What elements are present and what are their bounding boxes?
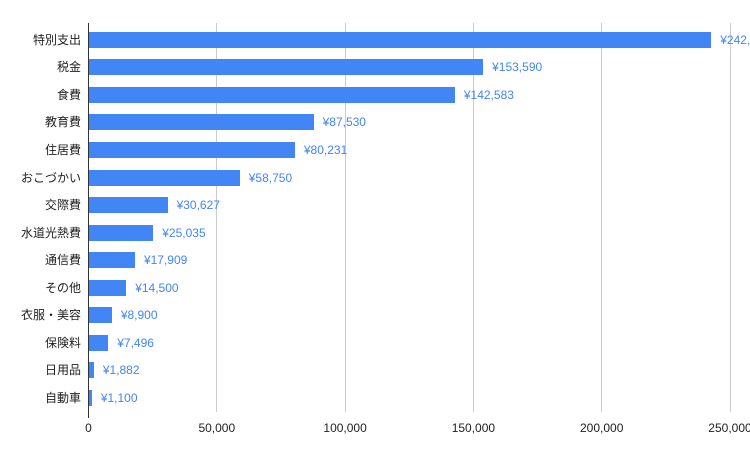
category-label: 住居費 bbox=[44, 142, 81, 157]
bar bbox=[89, 279, 127, 296]
bar-value-label: ¥142,583 bbox=[463, 87, 514, 102]
x-gridline bbox=[344, 23, 346, 412]
x-axis-tick-label: 200,000 bbox=[579, 421, 624, 435]
category-label: 特別支出 bbox=[32, 32, 81, 47]
x-axis-tick-label: 0 bbox=[85, 421, 92, 435]
bar bbox=[89, 114, 314, 131]
bar-value-label: ¥8,900 bbox=[120, 308, 158, 323]
x-axis-tick-label: 150,000 bbox=[451, 421, 496, 435]
bar-value-label: ¥14,500 bbox=[135, 280, 179, 295]
bar-value-label: ¥1,882 bbox=[102, 363, 140, 378]
x-axis-tick-label: 250,000 bbox=[708, 421, 750, 435]
bar-value-label: ¥30,627 bbox=[176, 198, 220, 213]
bar-value-label: ¥7,496 bbox=[117, 335, 154, 350]
x-gridline bbox=[216, 23, 218, 412]
bar bbox=[89, 86, 455, 103]
category-label: 教育費 bbox=[44, 115, 81, 130]
x-gridline bbox=[729, 23, 731, 412]
category-label: 衣服・美容 bbox=[20, 308, 81, 323]
bar bbox=[89, 59, 484, 76]
bar bbox=[89, 31, 712, 48]
bar-value-label: ¥242, bbox=[720, 32, 750, 47]
bar bbox=[89, 307, 112, 324]
category-label: その他 bbox=[44, 280, 81, 295]
y-axis-baseline bbox=[88, 23, 89, 418]
category-label: おこづかい bbox=[20, 170, 81, 185]
bar-value-label: ¥25,035 bbox=[162, 225, 206, 240]
x-axis-tick-label: 100,000 bbox=[323, 421, 367, 435]
category-label: 交際費 bbox=[44, 198, 81, 213]
bar bbox=[89, 362, 94, 379]
category-label: 通信費 bbox=[44, 253, 81, 268]
x-gridline bbox=[472, 23, 474, 412]
category-label: 食費 bbox=[56, 87, 81, 102]
bar bbox=[89, 197, 168, 214]
bar bbox=[89, 169, 240, 186]
bar-value-label: ¥1,100 bbox=[100, 390, 138, 405]
category-label: 自動車 bbox=[44, 390, 81, 405]
bar-value-label: ¥58,750 bbox=[248, 170, 293, 185]
bar-value-label: ¥80,231 bbox=[303, 142, 348, 157]
bar bbox=[89, 389, 92, 406]
bar bbox=[89, 334, 109, 351]
bar bbox=[89, 224, 154, 241]
bar bbox=[89, 252, 135, 269]
bar bbox=[89, 141, 295, 158]
category-label: 保険料 bbox=[44, 335, 81, 350]
category-label: 日用品 bbox=[44, 363, 81, 378]
category-label: 税金 bbox=[56, 60, 81, 75]
x-gridline bbox=[601, 23, 603, 412]
bar-value-label: ¥87,530 bbox=[322, 115, 366, 130]
category-label: 水道光熱費 bbox=[20, 225, 81, 240]
x-axis-tick-label: 50,000 bbox=[198, 421, 236, 435]
bar-value-label: ¥153,590 bbox=[492, 60, 543, 75]
bar-value-label: ¥17,909 bbox=[143, 253, 188, 268]
